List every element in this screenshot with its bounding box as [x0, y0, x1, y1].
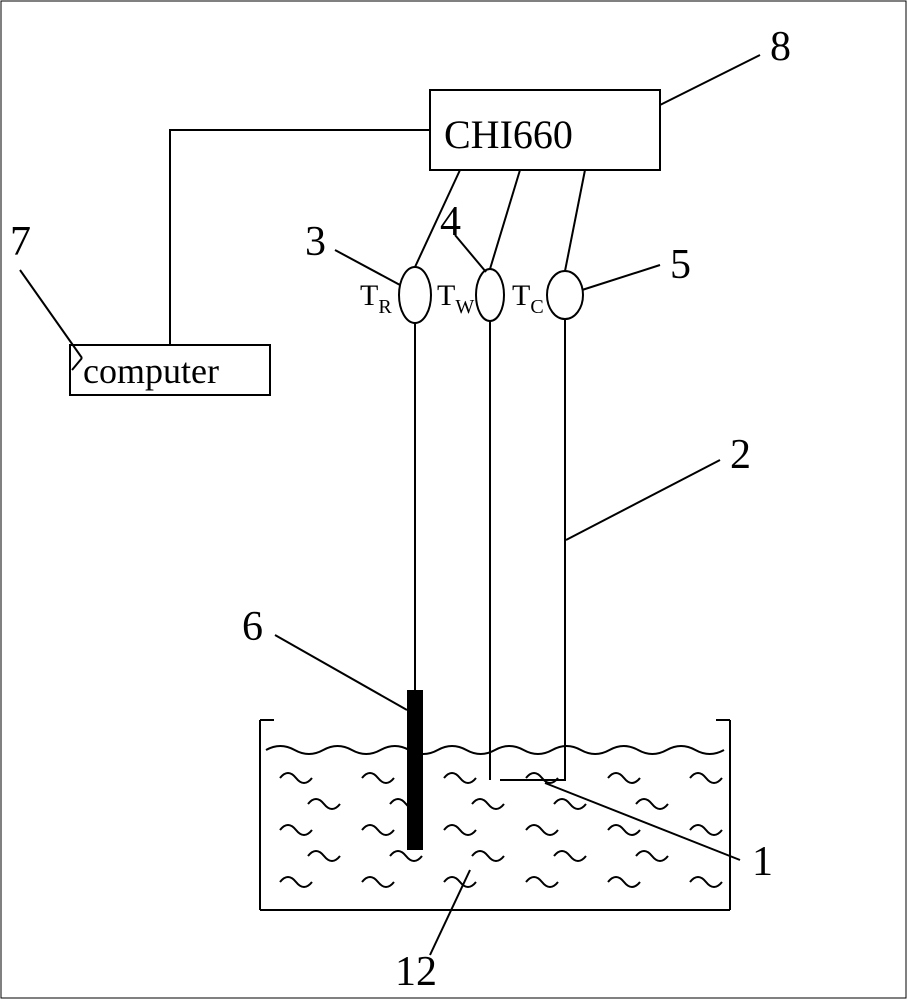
- callout-3: 3: [305, 219, 326, 265]
- callout-7: 7: [10, 219, 31, 265]
- computer-label: computer: [83, 351, 219, 391]
- terminal-TR: TR: [360, 279, 392, 318]
- callout-1: 1: [752, 839, 773, 885]
- terminal-TW: TW: [437, 279, 474, 318]
- instrument-label: CHI660: [444, 112, 573, 157]
- callout-8: 8: [770, 24, 791, 70]
- callout-6: 6: [242, 604, 263, 650]
- terminal-TC: TC: [512, 279, 544, 318]
- callout-12: 12: [395, 949, 437, 995]
- callout-5: 5: [670, 242, 691, 288]
- callout-4: 4: [440, 199, 461, 245]
- callout-2: 2: [730, 432, 751, 478]
